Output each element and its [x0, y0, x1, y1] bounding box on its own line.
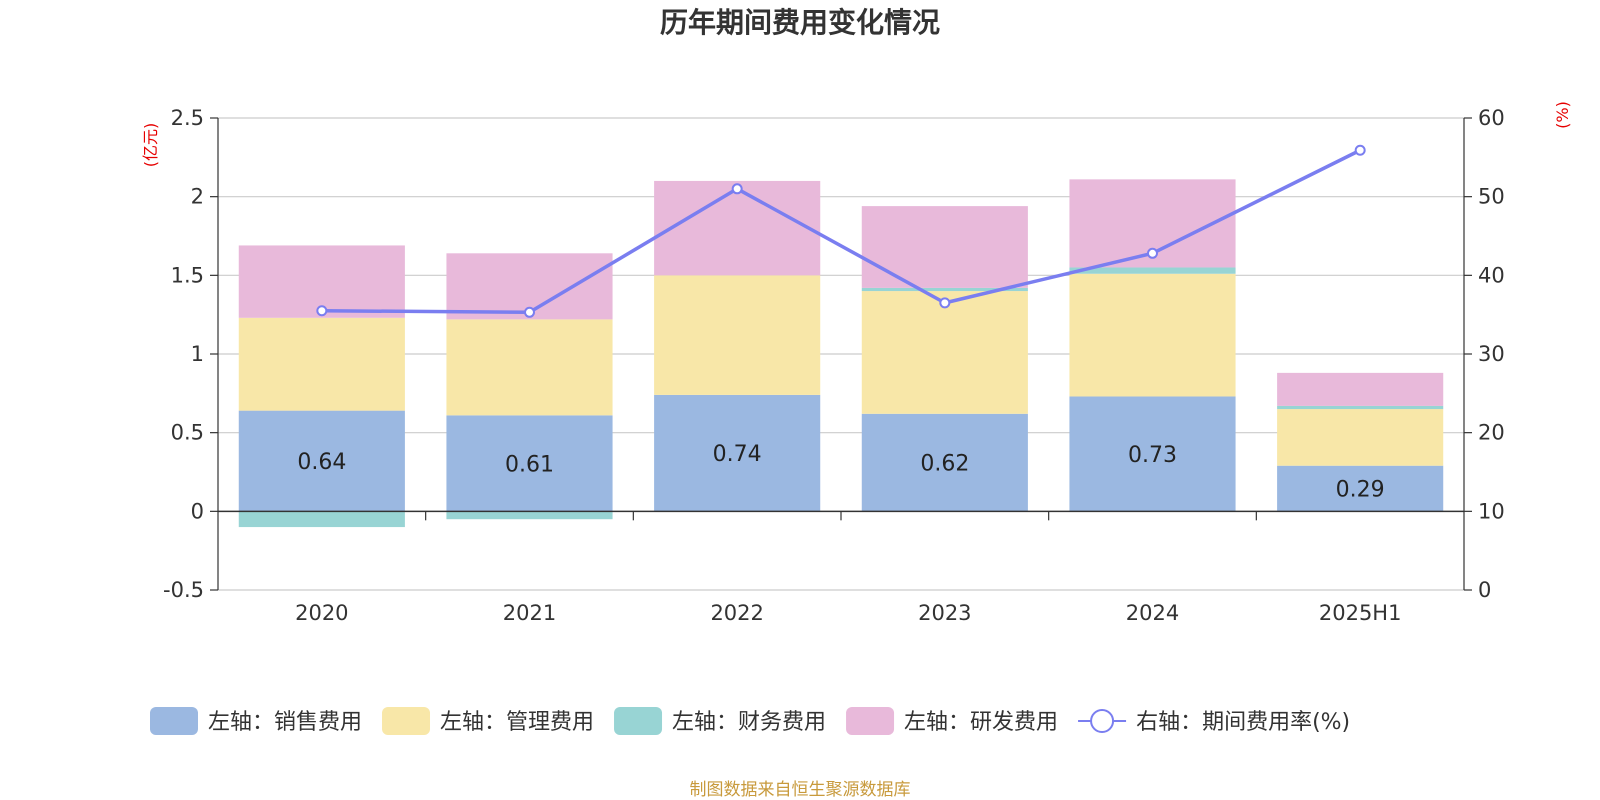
chart-title: 历年期间费用变化情况 — [660, 6, 940, 39]
right-tick-label: 40 — [1478, 263, 1505, 287]
bar-2-2021 — [446, 511, 613, 520]
bar-2-2024 — [1069, 267, 1236, 274]
right-tick-label: 0 — [1478, 578, 1491, 602]
left-tick-label: 2 — [191, 185, 204, 209]
bar-1-2020 — [238, 317, 405, 411]
rate-point — [316, 305, 328, 317]
right-tick-label: 10 — [1478, 499, 1505, 523]
legend-label-4: 右轴：期间费用率(%) — [1136, 710, 1350, 735]
bar-2-2023 — [861, 287, 1028, 292]
bar-1-2022 — [654, 275, 821, 395]
right-tick-label: 50 — [1478, 185, 1505, 209]
left-tick-label: 0 — [191, 499, 204, 523]
x-tick-label: 2024 — [1126, 601, 1179, 625]
rate-point — [1147, 247, 1158, 259]
left-tick-label: 1 — [191, 342, 204, 366]
legend: 左轴：销售费用 左轴：管理费用 左轴：财务费用 左轴：研发费用 右轴：期间费用率(%) — [150, 707, 1350, 735]
bar-1-2023 — [861, 291, 1028, 414]
bar-2-2025H1 — [1277, 405, 1444, 410]
legend-label-0: 左轴：销售费用 — [208, 710, 362, 735]
x-tick-label: 2020 — [295, 601, 348, 625]
legend-swatch-3 — [846, 707, 895, 735]
bar-value-label: 0.62 — [920, 452, 969, 477]
right-axis-unit: (%) — [1553, 101, 1572, 129]
bar-value-label: 0.64 — [297, 450, 346, 475]
legend-marker — [1090, 709, 1115, 733]
bar-value-label: 0.61 — [505, 452, 554, 477]
rate-point — [1354, 144, 1366, 156]
right-tick-label: 60 — [1478, 106, 1505, 130]
legend-label-1: 左轴：管理费用 — [440, 710, 594, 735]
rate-line-path — [321, 148, 1361, 315]
legend-label-3: 左轴：研发费用 — [904, 710, 1058, 735]
source-note: 制图数据来自恒生聚源数据库 — [690, 780, 911, 800]
bar-0-2025H1 — [1277, 465, 1444, 512]
bar-1-2025H1 — [1277, 409, 1444, 466]
bar-0-2021 — [446, 415, 613, 512]
x-tick-label: 2023 — [918, 601, 971, 625]
bar-0-2023 — [861, 413, 1028, 512]
left-tick-label: -0.5 — [163, 578, 204, 602]
legend-swatch-2 — [614, 707, 663, 735]
axes: -0.5 0 0.5 1 1.5 2 2.5 0 10 20 30 40 50 60 2020 2021 202… — [163, 106, 1505, 625]
left-axis-unit: (亿元) — [141, 123, 160, 168]
legend-swatch-1 — [382, 707, 431, 735]
bar-3-2023 — [861, 206, 1028, 288]
bar-2-2020 — [238, 511, 405, 528]
legend-swatch-0 — [150, 707, 198, 735]
bar-0-2022 — [654, 394, 821, 512]
bar-0-2020 — [238, 410, 405, 512]
x-tick-label: 2025H1 — [1319, 601, 1402, 625]
bar-1-2021 — [446, 319, 613, 416]
rate-point — [939, 297, 951, 309]
bar-value-label: 0.74 — [713, 442, 762, 467]
left-tick-label: 1.5 — [171, 263, 204, 287]
rate-line — [316, 144, 1366, 318]
rate-point — [524, 306, 535, 318]
gridlines — [218, 117, 1464, 591]
bar-value-label: 0.29 — [1336, 478, 1385, 503]
left-tick-label: 2.5 — [171, 106, 204, 130]
rate-point — [731, 183, 743, 195]
bar-value-label: 0.73 — [1128, 443, 1177, 468]
right-tick-label: 30 — [1478, 342, 1505, 366]
bar-3-2022 — [654, 180, 821, 276]
x-tick-label: 2021 — [503, 601, 556, 625]
left-tick-label: 0.5 — [171, 421, 204, 445]
x-tick-label: 2022 — [710, 601, 763, 625]
bar-0-2024 — [1069, 396, 1236, 512]
bars — [238, 179, 1444, 528]
right-tick-label: 20 — [1478, 421, 1505, 445]
bar-1-2024 — [1069, 273, 1236, 397]
legend-label-2: 左轴：财务费用 — [672, 710, 826, 735]
bar-labels: 0.64 0.61 0.74 0.62 0.73 0.29 — [297, 442, 1384, 502]
bar-3-2025H1 — [1277, 372, 1444, 406]
